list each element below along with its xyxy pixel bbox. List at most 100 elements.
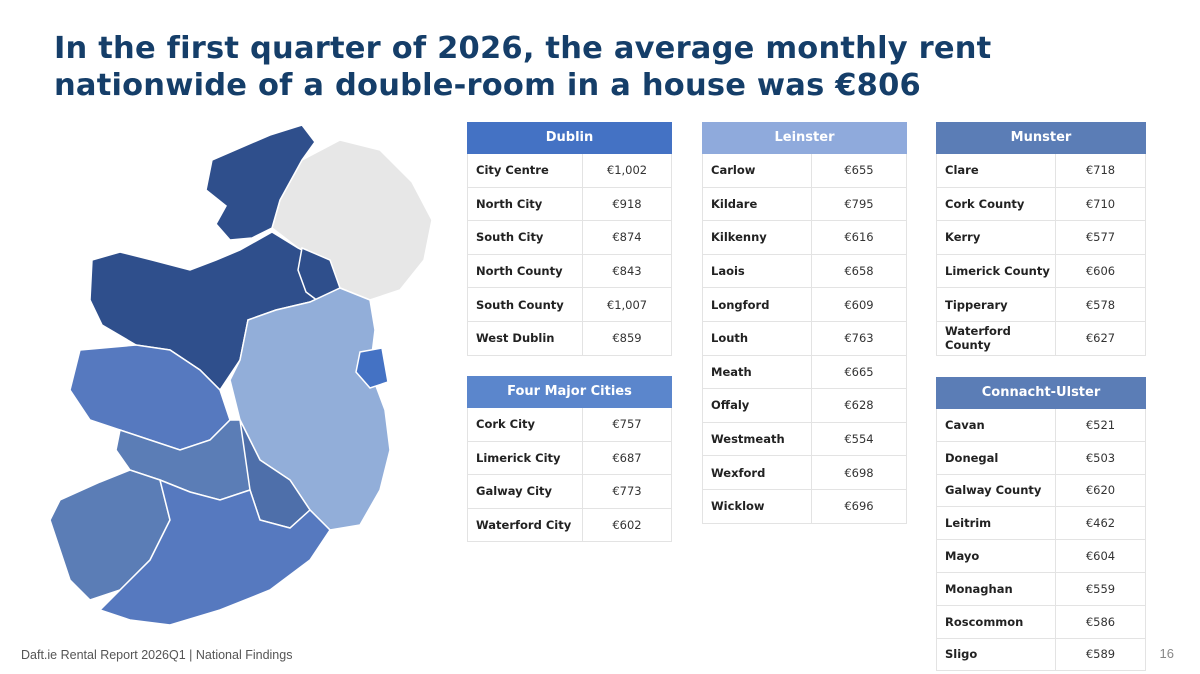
table-row: Wexford €698 [703,456,906,490]
table-row: Limerick County €606 [937,254,1145,289]
region-name: City Centre [468,154,583,187]
table-row: Tipperary €578 [937,288,1145,322]
rent-value: €616 [844,230,874,245]
region-name: West Dublin [468,321,583,355]
table-row: Westmeath €554 [703,422,906,457]
table-row: North City €918 [468,187,671,222]
region-name: Limerick City [468,441,583,475]
table-row: Kilkenny €616 [703,221,906,255]
table-row: Longford €609 [703,288,906,322]
table-row: Louth €763 [703,321,906,356]
rent-value: €503 [1085,450,1116,465]
leinster-table: Leinster Carlow €655 Kildare €795 Kilkenny… [702,122,907,524]
rent-value: €627 [1085,331,1116,346]
map-region-dublin [355,347,389,389]
rent-value: €658 [844,264,874,279]
region-name: Monaghan [937,572,1056,605]
rent-value: €918 [612,196,642,211]
rent-value: €859 [612,331,642,346]
table-row: City Centre €1,002 [468,154,671,188]
region-name: Galway City [468,475,583,508]
rent-value: €521 [1085,417,1116,432]
region-name: Wicklow [703,489,812,523]
map-region-donegal [205,124,316,241]
map-region-cork [98,478,331,626]
region-name: Tipperary [937,288,1056,321]
region-name: Cork City [468,408,583,441]
rent-value: €602 [612,518,642,533]
table-row: Roscommon €586 [937,605,1145,639]
table-row: North County €843 [468,254,671,289]
region-name: Meath [703,355,812,389]
region-name: Westmeath [703,422,812,456]
table-row: Laois €658 [703,254,906,289]
table-row: South City €874 [468,221,671,255]
table-row: Kildare €795 [703,187,906,222]
leinster-table-header: Leinster [702,122,907,154]
munster-table-header: Munster [936,122,1146,154]
rent-value: €462 [1085,516,1116,531]
table-row: Meath €665 [703,355,906,390]
table-row: Sligo €589 [937,638,1145,672]
table-row: Monaghan €559 [937,572,1145,606]
rent-value: €655 [844,163,874,178]
cities-table-header: Four Major Cities [467,376,672,408]
region-name: Galway County [937,474,1056,507]
region-name: Mayo [937,540,1056,572]
table-row: Offaly €628 [703,389,906,423]
rent-value: €1,007 [606,297,648,312]
map-region-northern-ireland [271,139,433,301]
table-row: Galway City €773 [468,475,671,509]
rent-value: €589 [1085,647,1116,662]
rent-value: €609 [844,297,874,312]
region-name: Leitrim [937,507,1056,540]
connacht-ulster-table-header: Connacht-Ulster [936,377,1146,409]
table-row: Waterford County €627 [937,321,1145,356]
rent-value: €696 [844,499,874,514]
rent-value: €620 [1085,483,1116,498]
region-name: Carlow [703,154,812,187]
table-row: West Dublin €859 [468,321,671,356]
region-name: Kerry [937,221,1056,254]
region-name: Donegal [937,441,1056,474]
rent-value: €795 [844,196,874,211]
rent-value: €554 [844,432,874,447]
region-name: Kilkenny [703,221,812,254]
connacht-ulster-table: Connacht-Ulster Cavan €521 Donegal €503 Ga… [936,377,1146,672]
rent-value: €1,002 [606,163,648,178]
rent-value: €559 [1085,581,1116,596]
table-row: Limerick City €687 [468,441,671,476]
table-row: Clare €718 [937,154,1145,188]
region-name: Clare [937,154,1056,187]
region-name: Cork County [937,187,1056,221]
dublin-table: Dublin City Centre €1,002 North City €918 … [467,122,672,356]
region-name: Waterford County [937,321,1056,355]
region-name: North City [468,187,583,221]
table-row: Cork County €710 [937,187,1145,222]
rent-value: €604 [1085,549,1116,564]
munster-table: Munster Clare €718 Cork County €710 Kerry €… [936,122,1146,356]
region-name: Offaly [703,389,812,422]
rent-value: €773 [612,484,642,499]
table-row: Waterford City €602 [468,508,671,543]
table-row: Donegal €503 [937,441,1145,475]
table-row: South County €1,007 [468,288,671,322]
region-name: Wexford [703,456,812,489]
rent-value: €710 [1085,196,1116,211]
rent-value: €687 [612,450,642,465]
region-name: Longford [703,288,812,321]
rent-value: €698 [844,465,874,480]
ireland-rent-map [49,124,433,626]
region-name: Limerick County [937,254,1056,288]
rent-value: €757 [612,417,642,432]
rent-value: €578 [1085,297,1116,312]
footer-source: Daft.ie Rental Report 2026Q1 | National … [21,648,293,662]
rent-value: €718 [1085,163,1116,178]
region-name: Waterford City [468,508,583,542]
table-row: Leitrim €462 [937,507,1145,541]
table-row: Wicklow €696 [703,489,906,524]
region-name: North County [468,254,583,288]
rent-value: €586 [1085,614,1116,629]
table-row: Galway County €620 [937,474,1145,508]
region-name: Roscommon [937,605,1056,638]
